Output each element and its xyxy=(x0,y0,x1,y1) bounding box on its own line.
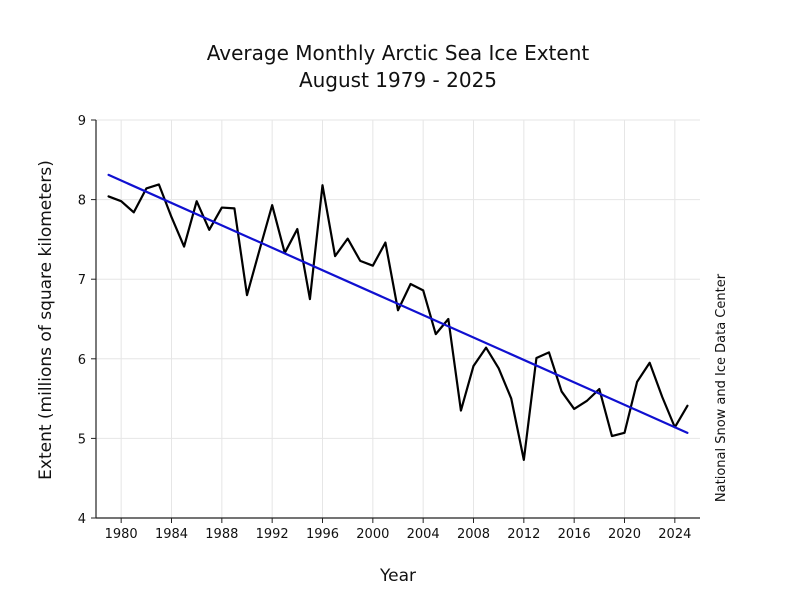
trend-series-line xyxy=(107,173,689,434)
tick-labels: 1980 1984 1988 1992 1996 2000 2004 2008 2012 2016… xyxy=(78,114,692,542)
x-tick-label: 1984 xyxy=(155,527,188,542)
x-tick-label: 2000 xyxy=(356,527,389,542)
x-tick-label: 2020 xyxy=(608,527,641,542)
series-layer xyxy=(107,173,689,461)
chart-subtitle: August 1979 - 2025 xyxy=(299,68,497,92)
axes xyxy=(91,119,700,523)
credit-label: National Snow and Ice Data Center xyxy=(714,273,729,502)
y-tick-label: 5 xyxy=(78,432,86,447)
x-tick-label: 1980 xyxy=(105,527,138,542)
x-tick-label: 1996 xyxy=(306,527,339,542)
x-tick-label: 2008 xyxy=(457,527,490,542)
y-tick-label: 6 xyxy=(78,353,86,368)
y-tick-label: 9 xyxy=(78,114,86,129)
x-tick-label: 1988 xyxy=(205,527,238,542)
grid-lines xyxy=(96,119,700,519)
x-axis-label: Year xyxy=(379,566,416,586)
x-tick-label: 2016 xyxy=(558,527,591,542)
y-axis-label: Extent (millions of square kilometers) xyxy=(36,160,56,480)
x-tick-label: 2004 xyxy=(407,527,440,542)
extent-series-line xyxy=(107,183,689,461)
y-tick-label: 4 xyxy=(78,512,86,527)
x-tick-label: 1992 xyxy=(256,527,289,542)
x-tick-label: 2012 xyxy=(507,527,540,542)
chart-title: Average Monthly Arctic Sea Ice Extent xyxy=(207,41,590,65)
y-tick-label: 7 xyxy=(78,273,86,288)
x-tick-label: 2024 xyxy=(658,527,691,542)
y-tick-label: 8 xyxy=(78,194,86,209)
